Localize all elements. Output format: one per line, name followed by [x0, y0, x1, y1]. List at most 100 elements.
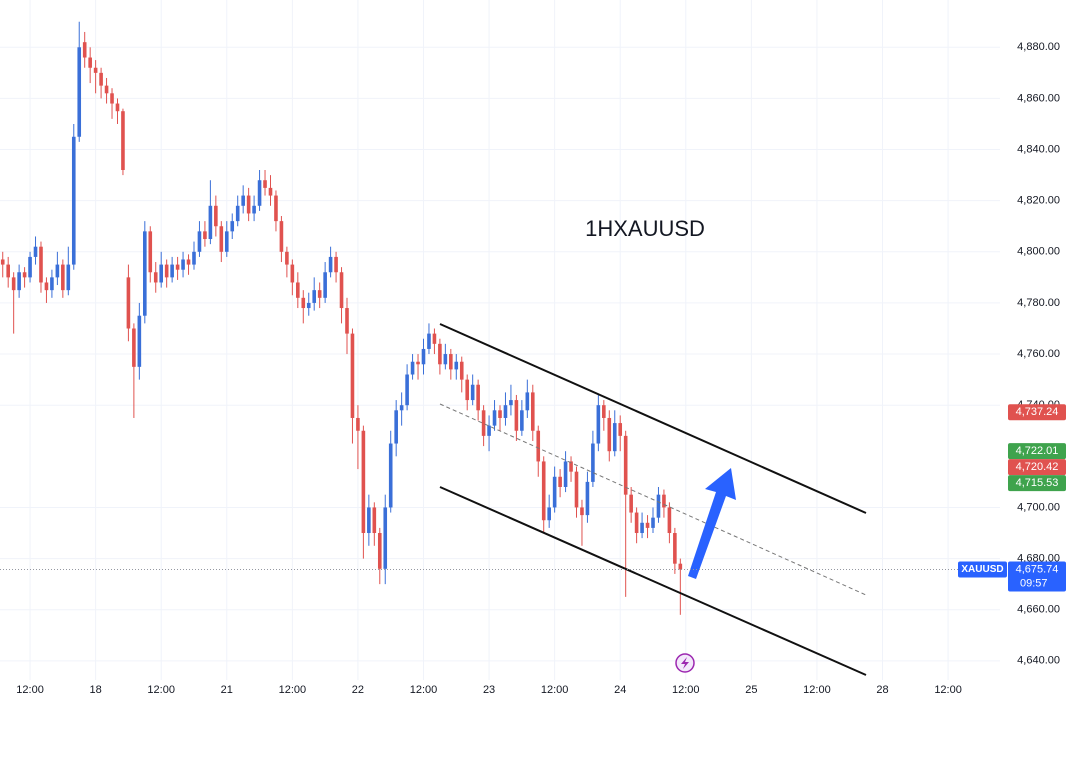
x-tick-label: 18	[90, 684, 102, 696]
candle-body	[290, 264, 295, 283]
candle-body	[416, 361, 420, 365]
y-tick-label: 4,860.00	[1017, 92, 1060, 104]
candle-body	[498, 410, 502, 418]
candle-body	[585, 481, 590, 516]
candle-body	[11, 277, 16, 291]
candle-body	[137, 315, 142, 367]
candle-body	[673, 533, 677, 564]
x-tick-label: 12:00	[803, 684, 831, 696]
candle-body	[296, 282, 300, 298]
candle-body	[678, 563, 683, 570]
candle-body	[143, 231, 147, 316]
candle-body	[312, 290, 317, 303]
candle-body	[623, 435, 628, 495]
event-icon-bolt	[681, 657, 689, 669]
candle-body	[345, 308, 349, 334]
candle-body	[257, 180, 262, 206]
candle-body	[596, 405, 601, 444]
candle-body	[246, 195, 251, 214]
x-tick-label: 12:00	[147, 684, 175, 696]
candle-body	[454, 361, 459, 370]
candle-body	[602, 405, 606, 418]
candle-body	[77, 47, 82, 137]
candle-body	[476, 384, 480, 411]
x-tick-label: 24	[614, 684, 626, 696]
candle-body	[164, 264, 169, 278]
candle-body	[356, 417, 360, 431]
candle-body	[481, 410, 486, 436]
candle-body	[197, 231, 202, 252]
x-tick-label: 22	[352, 684, 364, 696]
candle-body	[509, 400, 513, 406]
price-tag-text: 4,737.24	[1016, 406, 1059, 418]
candle-body	[350, 333, 355, 418]
candle-body	[618, 423, 623, 436]
candle-body	[547, 507, 551, 521]
candle-body	[104, 85, 109, 94]
candle-body	[367, 507, 371, 534]
candle-body	[656, 494, 661, 518]
candle-body	[394, 410, 398, 444]
candle-body	[514, 400, 519, 431]
price-tag-text: 4,720.42	[1016, 461, 1059, 473]
candle-body	[82, 42, 87, 58]
candle-body	[405, 374, 409, 406]
candle-body	[186, 259, 191, 265]
candle-body	[33, 246, 38, 257]
candle-body	[459, 361, 464, 380]
candle-body	[132, 328, 136, 367]
x-tick-label: 12:00	[672, 684, 700, 696]
candle-body	[203, 231, 207, 240]
price-tag-text: 4,722.01	[1016, 445, 1059, 457]
candle-body	[224, 231, 229, 252]
candle-body	[110, 93, 114, 104]
candle-body	[574, 471, 579, 508]
candle-body	[159, 264, 164, 283]
candle-body	[208, 205, 213, 240]
candle-body	[6, 264, 10, 278]
candle-body	[520, 410, 524, 431]
candle-body	[214, 205, 218, 227]
candle-body	[465, 379, 470, 401]
candle-body	[612, 423, 617, 452]
candle-body	[268, 187, 273, 196]
channel-upper	[439, 323, 867, 514]
candle-body	[192, 251, 196, 265]
candle-body	[230, 221, 235, 232]
candle-body	[525, 392, 530, 411]
candle-body	[17, 272, 21, 291]
candle-body	[274, 195, 278, 222]
candle-body	[361, 430, 366, 534]
y-tick-label: 4,640.00	[1017, 655, 1060, 667]
price-tag	[1008, 443, 1066, 460]
x-tick-label: 12:00	[16, 684, 44, 696]
candle-body	[487, 425, 491, 436]
arrow	[688, 468, 736, 579]
candle-body	[591, 443, 595, 482]
candle-body	[339, 272, 344, 309]
price-tag-text: 4,715.53	[1016, 477, 1059, 489]
candle-body	[503, 405, 508, 418]
y-tick-label: 4,820.00	[1017, 195, 1060, 207]
candle-body	[530, 392, 535, 431]
candle-body	[443, 354, 448, 365]
candle-body	[71, 136, 76, 265]
x-tick-label: 25	[745, 684, 757, 696]
x-tick-label: 28	[876, 684, 888, 696]
candle-body	[651, 517, 655, 528]
candle-body	[388, 443, 393, 508]
candle-body	[115, 103, 120, 112]
candle-body	[93, 67, 98, 73]
candle-body	[306, 302, 311, 309]
candle-body	[449, 354, 453, 370]
candle-body	[399, 405, 404, 411]
candle-body	[61, 264, 65, 291]
candle-body	[323, 272, 327, 298]
x-tick-label: 21	[221, 684, 233, 696]
channel-lower	[439, 486, 867, 676]
grid	[0, 0, 1000, 680]
price-tag	[1008, 459, 1066, 476]
candle-body	[279, 221, 284, 252]
y-tick-label: 4,880.00	[1017, 41, 1060, 53]
candle-body	[99, 72, 103, 86]
